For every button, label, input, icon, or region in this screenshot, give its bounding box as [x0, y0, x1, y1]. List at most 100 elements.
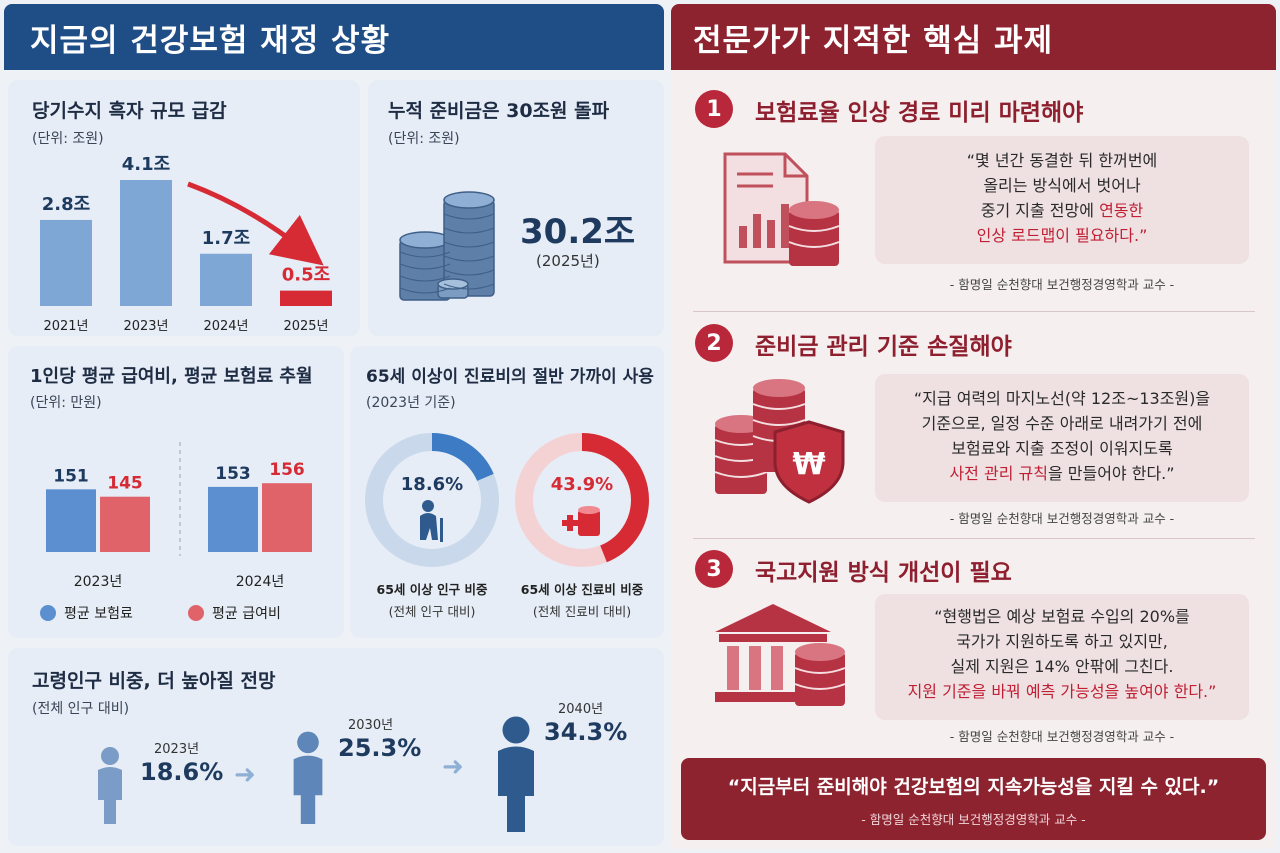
aging-subtitle: (전체 인구 대비): [32, 701, 130, 717]
donut-slice: [515, 433, 649, 567]
surplus-subtitle: (단위: 조원): [32, 131, 104, 147]
left-column: 지금의 건강보험 재정 상황 당기수지 흑자 규모 급감 (단위: 조원) 2.…: [4, 4, 664, 849]
x-tick-label: 2024년: [236, 574, 285, 590]
task-section-2: 2 준비금 관리 기준 손질해야 ₩ “지급 여력의 마지노선(약 12조~13…: [671, 314, 1276, 534]
bar: [200, 253, 252, 306]
quote-line: “지급 여력의 마지노선(약 12조~13조원)을: [913, 389, 1211, 408]
quote-text: 중기 지출 전망에: [980, 201, 1100, 220]
donut-value-label: 43.9%: [551, 474, 613, 495]
bar: [120, 180, 172, 306]
per-capita-title: 1인당 평균 급여비, 평균 보험료 추월: [30, 366, 313, 387]
bar: [280, 290, 332, 306]
x-tick-label: 2021년: [43, 319, 88, 334]
aging-value-2040: 34.3%: [544, 718, 628, 746]
task-quote-3: “현행법은 예상 보험료 수입의 20%를 국가가 지원하도록 하고 있지만, …: [875, 594, 1249, 720]
donut-subcaption: (전체 진료비 대비): [533, 604, 631, 619]
bar: [262, 483, 312, 552]
per-capita-subtitle: (단위: 만원): [30, 395, 102, 411]
left-header: 지금의 건강보험 재정 상황: [4, 4, 664, 70]
person-small-icon: [98, 747, 122, 824]
elderly-share-title: 65세 이상이 진료비의 절반 가까이 사용: [366, 367, 654, 387]
x-tick-label: 2023년: [74, 574, 123, 590]
coins-shield-icon: ₩: [714, 379, 845, 504]
quote-highlight: 사전 관리 규칙: [949, 464, 1048, 483]
task-number-2: 2: [695, 324, 733, 362]
government-building-icon: [715, 604, 846, 706]
quote-text: 을 만들어야 한다.”: [1047, 464, 1175, 483]
x-tick-label: 2024년: [203, 319, 248, 334]
person-large-icon: [498, 716, 534, 832]
trend-arrow: [187, 181, 324, 266]
data-label: 4.1조: [122, 154, 170, 175]
legend-swatch: [188, 605, 204, 621]
data-label: 153: [215, 464, 251, 484]
quote-line: “현행법은 예상 보험료 수입의 20%를: [934, 607, 1190, 626]
legend-label: 평균 급여비: [212, 606, 281, 622]
aging-year-2023: 2023년: [154, 742, 200, 757]
task-attribution-2: - 함명일 순천향대 보건행정경영학과 교수 -: [949, 511, 1175, 526]
donut-subcaption: (전체 인구 대비): [389, 604, 476, 619]
divider: [693, 311, 1255, 312]
quote-highlight: 지원 기준을 바꿔 예측 가능성을 높여야 한다.”: [907, 682, 1217, 701]
reserve-year: (2025년): [536, 252, 600, 270]
task-quote-1: “몇 년간 동결한 뒤 한꺼번에 올리는 방식에서 벗어나 중기 지출 전망에 …: [875, 136, 1249, 264]
svg-text:₩: ₩: [792, 447, 825, 482]
medical-cost-icon: [562, 506, 600, 536]
aging-card: 고령인구 비중, 더 높아질 전망 (전체 인구 대비) 2023년 18.6%…: [8, 648, 664, 846]
coin-stack-icon: [399, 191, 495, 301]
bar: [40, 219, 92, 306]
document-chart-icon: [723, 152, 840, 266]
data-label: 2.8조: [42, 194, 90, 215]
data-label: 0.5조: [282, 265, 330, 286]
donut-caption: 65세 이상 인구 비중: [377, 582, 488, 597]
aging-year-2030: 2030년: [348, 718, 394, 733]
task-quote-2: “지급 여력의 마지노선(약 12조~13조원)을 기준으로, 일정 수준 아래…: [875, 374, 1249, 502]
aging-year-2040: 2040년: [558, 702, 604, 717]
task-section-3: 3 국고지원 방식 개선이 필요 “현행법은 예상 보험료 수입의 20%를 국…: [671, 542, 1276, 752]
bar: [208, 486, 258, 552]
bar: [100, 496, 150, 552]
aging-value-2030: 25.3%: [338, 734, 422, 762]
data-label: 1.7조: [202, 228, 250, 249]
legend-swatch: [40, 605, 56, 621]
surplus-bar-chart: 2.8조 2021년 4.1조 2023년 1.7조 2024년 0.5조 2025년: [40, 154, 332, 334]
task-number-3: 3: [695, 550, 733, 588]
conclusion-banner: “지금부터 준비해야 건강보험의 지속가능성을 지킬 수 있다.” - 함명일 …: [681, 758, 1266, 840]
task-attribution-1: - 함명일 순천향대 보건행정경영학과 교수 -: [949, 277, 1175, 292]
donut-slice: [365, 433, 499, 567]
conclusion-attribution: - 함명일 순천향대 보건행정경영학과 교수 -: [861, 812, 1086, 827]
aging-value-2023: 18.6%: [140, 758, 224, 786]
task-title-3: 국고지원 방식 개선이 필요: [755, 560, 1012, 586]
right-column: 전문가가 지적한 핵심 과제 1 보험료율 인상 경로 미리 마련해야 “몇 년…: [671, 4, 1276, 849]
quote-line: 사전 관리 규칙을 만들어야 한다.”: [875, 461, 1249, 486]
quote-line: 기준으로, 일정 수준 아래로 내려가기 전에: [921, 414, 1203, 433]
elderly-share-subtitle: (2023년 기준): [366, 395, 456, 411]
reserve-card: 누적 준비금은 30조원 돌파 (단위: 조원) 30.2조 (2025년): [368, 80, 664, 336]
task-number-1: 1: [695, 90, 733, 128]
quote-highlight: 연동한: [1099, 201, 1144, 220]
data-label: 151: [53, 466, 89, 486]
divider: [693, 538, 1255, 539]
task-attribution-3: - 함명일 순천향대 보건행정경영학과 교수 -: [949, 729, 1175, 744]
quote-line: 실제 지원은 14% 안팎에 그친다.: [950, 657, 1174, 676]
reserve-value: 30.2조: [520, 212, 636, 252]
task-title-1: 보험료율 인상 경로 미리 마련해야: [755, 100, 1084, 126]
surplus-title: 당기수지 흑자 규모 급감: [32, 100, 227, 122]
reserve-title: 누적 준비금은 30조원 돌파: [388, 100, 610, 122]
quote-line: 올리는 방식에서 벗어나: [983, 176, 1141, 195]
surplus-card: 당기수지 흑자 규모 급감 (단위: 조원) 2.8조 2021년 4.1조 2023…: [8, 80, 360, 336]
conclusion-quote: “지금부터 준비해야 건강보험의 지속가능성을 지킬 수 있다.”: [727, 776, 1220, 798]
aging-title: 고령인구 비중, 더 높아질 전망: [32, 670, 276, 692]
reserve-subtitle: (단위: 조원): [388, 131, 460, 147]
x-tick-label: 2023년: [123, 319, 168, 334]
x-tick-label: 2025년: [283, 319, 328, 334]
data-label: 156: [269, 460, 305, 480]
quote-line: “몇 년간 동결한 뒤 한꺼번에: [966, 151, 1158, 170]
donut-caption: 65세 이상 진료비 비중: [521, 582, 644, 597]
elderly-share-card: 65세 이상이 진료비의 절반 가까이 사용 (2023년 기준) 18.6% 6…: [350, 346, 664, 638]
data-label: 145: [107, 474, 143, 494]
person-medium-icon: [293, 731, 323, 824]
donut-value-label: 18.6%: [401, 474, 463, 495]
per-capita-card: 1인당 평균 급여비, 평균 보험료 추월 (단위: 만원) 151 145 202…: [8, 346, 344, 638]
